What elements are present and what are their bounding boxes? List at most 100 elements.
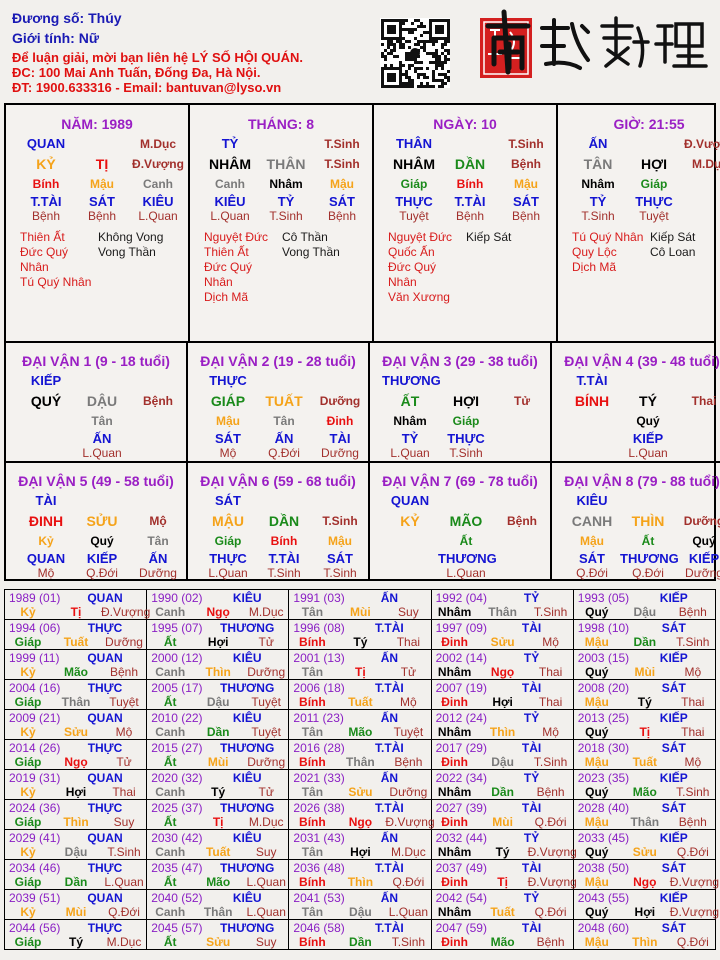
year-stem-branch-row: Canh Thìn Dưỡng — [147, 665, 288, 679]
hidden-gods-row: SÁT THƯƠNG KIẾP — [552, 551, 720, 566]
year-branch: Mùi — [634, 665, 656, 679]
annual-cell: 1997 (09) TÀI Đinh Sửu Mộ — [431, 620, 574, 650]
hidden-life-stage: Bệnh — [511, 209, 541, 223]
year-label: 2028 (40) — [577, 801, 630, 815]
year-branch: Tị — [639, 725, 651, 739]
year-stem-branch-row: Bính Tý Thai — [289, 635, 430, 649]
year-stem: Giáp — [14, 875, 42, 889]
annual-cell: 2012 (24) TỶ Nhâm Thìn Mộ — [431, 710, 574, 740]
hidden-ten-god: KIẾP — [632, 431, 664, 446]
hidden-ten-god: THỰC — [447, 431, 485, 446]
year-branch: Hợi — [350, 845, 371, 859]
hidden-stem: Mậu — [580, 534, 604, 548]
year-label: 1999 (11) — [9, 651, 60, 665]
year-life-stage: T.Sinh — [391, 935, 426, 949]
year-label: 2038 (50) — [577, 861, 630, 875]
year-ten-god: ẤN — [380, 651, 399, 665]
year-branch: Sửu — [206, 935, 231, 949]
year-life-stage: Q.Đới — [676, 845, 709, 859]
hidden-ten-god: TỶ — [401, 431, 419, 446]
annual-cell: 1995 (07) THƯƠNG Ất Hợi Tử — [147, 620, 290, 650]
year-stem-branch-row: Tân Dậu L.Quan — [289, 905, 430, 919]
year-branch: Mão — [206, 875, 231, 889]
year-life-stage: Q.Đới — [392, 875, 425, 889]
year-stem: Giáp — [14, 635, 42, 649]
year-label: 1994 (06) — [9, 621, 61, 635]
hidden-gods-row: THỰC T.TÀI SÁT — [188, 551, 368, 566]
annual-cell: 2026 (38) T.TÀI Bính Ngọ Đ.Vượng — [289, 800, 435, 830]
year-stem: Giáp — [14, 935, 42, 949]
empty-slot — [130, 446, 186, 461]
hidden-stem: Tân — [91, 414, 113, 428]
hidden-ten-god: SÁT — [327, 551, 353, 566]
earthly-branch: DẦN — [268, 513, 300, 529]
hidden-life-stage: T.Sinh — [581, 209, 615, 223]
year-stem: Mậu — [584, 815, 609, 829]
year-label: 2003 (15) — [577, 651, 630, 665]
year-label: 1991 (03) — [293, 591, 345, 605]
pillar-title: NĂM: 1989 — [61, 116, 133, 132]
pillar-title: NGÀY: 10 — [433, 116, 497, 132]
dai-van-cell: ĐẠI VẬN 7 (69 - 78 tuổi) QUAN KỶ MÃO Bệnh Ất T… — [370, 463, 552, 581]
annual-cell: 2008 (20) SÁT Mậu Tý Thai — [573, 680, 716, 710]
year-branch: Tuất — [632, 755, 658, 769]
hidden-stems-row: Mậu Tân Đinh — [188, 411, 368, 431]
hidden-ten-god: QUAN — [26, 551, 66, 566]
year-ten-god: TỶ — [523, 711, 540, 725]
year-stem: Kỷ — [20, 605, 36, 619]
year-branch: Hợi — [207, 635, 229, 649]
hidden-stem: Bính — [456, 177, 484, 191]
year-stem-branch-row: Bính Tuất Mộ — [289, 695, 430, 709]
year-life-stage: Bệnh — [109, 665, 139, 679]
year-label: 2033 (45) — [577, 831, 630, 845]
year-life-stage: Q.Đới — [676, 935, 709, 949]
year-branch: Tý — [495, 845, 510, 859]
hidden-ten-god: THỰC — [635, 194, 673, 209]
year-label: 2020 (32) — [151, 771, 203, 785]
year-stem-branch-row: Quý Hợi Đ.Vượng — [574, 905, 719, 919]
year-label: 2002 (14) — [435, 651, 487, 665]
hidden-stems-row: Tân — [6, 411, 186, 431]
stem-ten-god: THỰC — [209, 373, 247, 388]
empty-slot — [626, 134, 682, 154]
year-stem-branch-row: Kỷ Mão Bệnh — [5, 665, 146, 679]
contact-line-1: Để luận giải, mời bạn liên hệ LÝ SỐ HỘI … — [12, 50, 303, 65]
year-ten-god: TÀI — [521, 861, 542, 875]
hidden-ten-god: SÁT — [579, 551, 605, 566]
year-branch: Dậu — [349, 905, 372, 919]
year-ten-god: TỶ — [523, 891, 540, 905]
annual-cell: 2004 (16) THỰC Giáp Thân Tuyệt — [5, 680, 148, 710]
hidden-life-stage: L.Quan — [446, 566, 486, 580]
year-label: 2036 (48) — [293, 861, 345, 875]
year-label: 2015 (27) — [151, 741, 203, 755]
year-stem: Mậu — [584, 755, 609, 769]
empty-slot — [18, 411, 74, 431]
year-ten-god: ẤN — [380, 711, 399, 725]
empty-slot — [676, 431, 720, 446]
annual-cell: 2041 (53) ẤN Tân Dậu L.Quan — [289, 890, 432, 920]
hidden-stem: Quý — [692, 534, 716, 548]
year-stem: Quý — [585, 725, 609, 739]
year-life-stage: Tuyệt — [393, 725, 424, 739]
year-branch: Ngọ — [633, 875, 657, 889]
dai-van-title: ĐẠI VẬN 2 (19 - 28 tuổi) — [200, 353, 356, 369]
year-stem: Ất — [163, 635, 177, 649]
hidden-gods-row: KIÊU TỶ SÁT — [190, 194, 372, 209]
annual-cell: 2047 (59) TÀI Đinh Mão Bệnh — [431, 920, 574, 950]
year-stem: Bính — [299, 695, 326, 709]
dai-van-title: ĐẠI VẬN 1 (9 - 18 tuổi) — [22, 353, 170, 369]
hidden-stem: Mậu — [90, 177, 114, 191]
empty-slot — [494, 446, 550, 461]
year-stem: Kỷ — [20, 725, 36, 739]
qr-code-icon — [380, 18, 450, 88]
year-branch: Tý — [211, 785, 226, 799]
year-stem-branch-row: Nhâm Ngọ Thai — [432, 665, 573, 679]
hidden-stem: Giáp — [400, 177, 428, 191]
year-branch: Thân — [61, 695, 91, 709]
hidden-stem: Nhâm — [393, 414, 427, 428]
annual-luck-table: 1989 (01) QUAN Kỷ Tị Đ.Vượng 1990 (02) KIÊU Can… — [4, 589, 719, 950]
year-stem-branch-row: Kỷ Dậu T.Sinh — [5, 845, 146, 859]
annual-cell: 1993 (05) KIẾP Quý Dậu Bệnh — [573, 590, 716, 620]
annual-cell: 1999 (11) QUAN Kỷ Mão Bệnh — [5, 650, 148, 680]
hidden-stages-row: L.Quan — [552, 446, 720, 461]
